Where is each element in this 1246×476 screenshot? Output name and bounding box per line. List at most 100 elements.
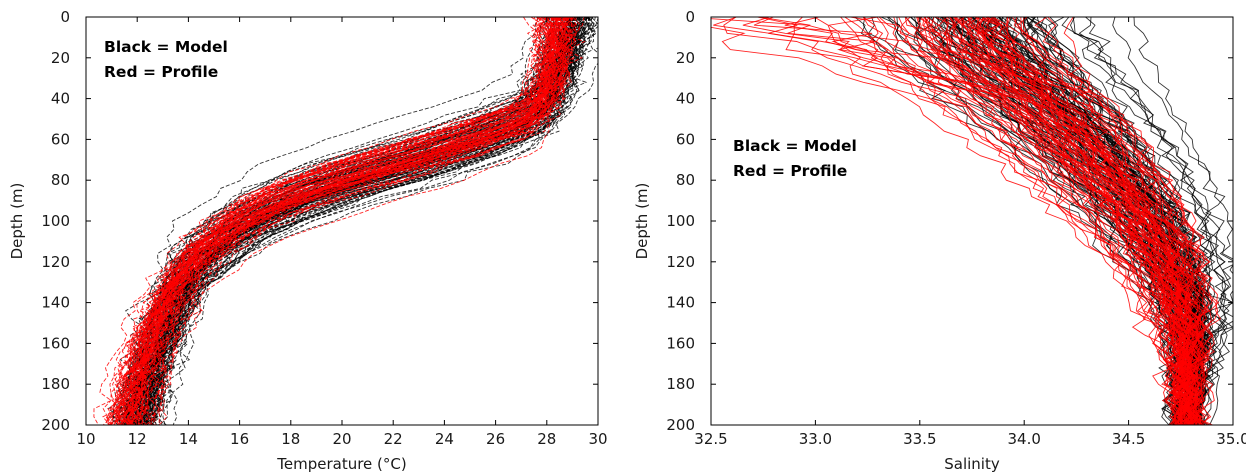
x-tick-label: 14 (179, 430, 198, 448)
y-tick-label: 20 (51, 49, 70, 67)
series-line-profile (876, 17, 1187, 425)
series-line-profile (157, 17, 553, 425)
y-tick-label: 120 (41, 253, 70, 271)
y-tick-label: 200 (41, 416, 70, 434)
y-axis-title: Depth (m) (633, 183, 651, 260)
y-tick-label: 160 (41, 334, 70, 352)
series-line-profile (711, 26, 1198, 425)
series-line-profile (1047, 17, 1213, 425)
series-line-profile (863, 17, 1188, 425)
y-tick-label: 80 (676, 171, 695, 189)
series-line-profile (138, 17, 577, 425)
series-line-profile (126, 17, 565, 425)
y-axis-title: Depth (m) (8, 183, 26, 260)
series-line-profile (124, 17, 563, 425)
y-tick-label: 180 (666, 375, 695, 393)
x-tick-label: 10 (76, 430, 95, 448)
x-axis-title: Salinity (944, 455, 1000, 473)
series-profile (711, 17, 1222, 425)
series-line-profile (110, 17, 565, 425)
series-line-profile (711, 18, 1181, 425)
legend-annotation: Black = Model Red = Profile (733, 137, 857, 180)
series-line-profile (814, 17, 1193, 425)
series-line-profile (1017, 17, 1194, 425)
series-line-profile (129, 17, 570, 425)
x-tick-label: 34.5 (1112, 430, 1145, 448)
series-line-profile (126, 17, 582, 425)
series-line-profile (995, 17, 1208, 425)
x-tick-label: 12 (128, 430, 147, 448)
y-tick-label: 180 (41, 375, 70, 393)
series-line-profile (953, 17, 1203, 425)
series-line-profile (124, 17, 565, 425)
y-tick-label: 160 (666, 334, 695, 352)
y-tick-label: 80 (51, 171, 70, 189)
series-line-profile (759, 17, 1188, 425)
x-tick-label: 26 (486, 430, 505, 448)
x-axis-title: Temperature (°C) (276, 455, 406, 473)
x-tick-label: 33.0 (799, 430, 832, 448)
series-line-profile (131, 17, 578, 425)
series-line-model (127, 17, 561, 425)
series-line-profile (102, 17, 558, 425)
series-line-profile (844, 17, 1183, 425)
series-line-profile (116, 17, 555, 425)
x-tick-label: 32.5 (694, 430, 727, 448)
x-tick-label: 30 (588, 430, 607, 448)
series-line-model (160, 17, 577, 425)
series-line-profile (116, 17, 559, 425)
series-line-profile (130, 17, 549, 425)
series-line-model (1112, 17, 1233, 425)
y-tick-label: 60 (676, 130, 695, 148)
legend-line: Black = Model (104, 38, 228, 56)
salinity-panel: 32.5 33.0 33.5 34.0 34.5 35.0 0 20 40 60 80 100 120 1… (633, 8, 1246, 473)
series-line-profile (132, 17, 548, 425)
series-line-profile (135, 17, 565, 425)
legend-line: Black = Model (733, 137, 857, 155)
x-tick-label: 35.0 (1216, 430, 1246, 448)
plot-area (93, 17, 598, 425)
y-tick-label: 200 (666, 416, 695, 434)
y-tick-label: 60 (51, 130, 70, 148)
series-line-profile (992, 17, 1196, 425)
y-tick-label: 100 (666, 212, 695, 230)
series-line-profile (110, 17, 552, 425)
y-tick-label: 120 (666, 253, 695, 271)
legend-line: Red = Profile (104, 63, 218, 81)
y-tick-label: 40 (51, 90, 70, 108)
series-line-profile (971, 17, 1202, 425)
series-line-profile (892, 17, 1198, 425)
y-tick-label: 140 (666, 294, 695, 312)
y-tick-label: 20 (676, 49, 695, 67)
y-tick-label: 140 (41, 294, 70, 312)
series-line-profile (878, 17, 1182, 425)
x-tick-label: 33.5 (903, 430, 936, 448)
series-line-profile (1011, 17, 1207, 425)
series-line-profile (137, 17, 575, 425)
x-tick-label: 16 (230, 430, 249, 448)
series-line-profile (124, 17, 570, 425)
legend-line: Red = Profile (733, 162, 847, 180)
series-line-profile (115, 17, 544, 425)
y-tick-label: 0 (685, 8, 695, 26)
series-line-profile (126, 17, 557, 425)
plot-area (711, 17, 1233, 425)
x-tick-label: 20 (332, 430, 351, 448)
series-line-profile (976, 17, 1200, 425)
series-line-profile (126, 17, 557, 425)
y-tick-label: 0 (60, 8, 70, 26)
series-line-model (142, 17, 587, 425)
y-tick-label: 100 (41, 212, 70, 230)
series-profile (93, 17, 586, 425)
x-tick-label: 28 (537, 430, 556, 448)
series-line-profile (138, 17, 578, 425)
x-tick-label: 24 (435, 430, 454, 448)
series-line-profile (129, 17, 558, 425)
series-line-profile (1013, 17, 1207, 425)
series-line-model (1085, 17, 1233, 425)
series-line-profile (107, 17, 578, 425)
series-line-model (134, 17, 595, 425)
legend-annotation: Black = Model Red = Profile (104, 38, 228, 81)
series-line-model (123, 17, 556, 425)
